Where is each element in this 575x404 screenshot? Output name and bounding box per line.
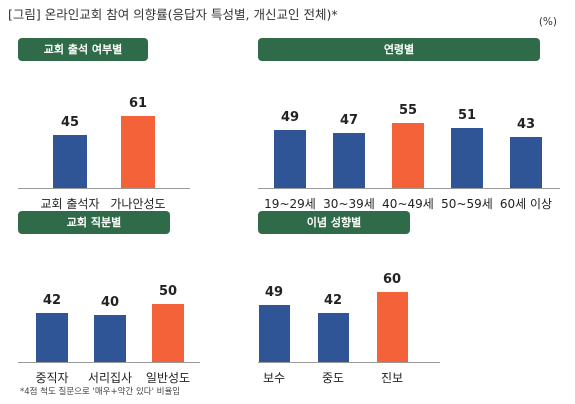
data-label: 61 [128,96,148,112]
category-label: 60세 이상 [499,197,553,211]
category-label: 보수 [262,371,286,385]
chart-panel-church-role: 교회 직분별 42 중직자 40 서리집사 50 일반성도 [18,211,200,385]
plot-area-attendance: 45 교회 출석자 61 가나안성도 [18,70,190,211]
category-label: 교회 출석자 [40,197,100,211]
panel-title-age: 연령별 [258,38,540,61]
data-label: 47 [339,112,359,128]
chart-panel-attendance: 교회 출석 여부별 45 교회 출석자 61 가나안성도 [18,38,190,211]
bar [510,137,542,188]
data-label: 50 [158,283,178,299]
bar [36,312,68,362]
x-axis-line [258,362,440,363]
category-label: 가나안성도 [110,197,166,211]
bar [121,116,155,188]
bar [392,123,424,188]
data-label: 51 [457,107,477,123]
data-label: 42 [42,292,62,308]
category-label: 30~39세 [323,197,375,211]
bar [152,303,184,362]
bar [333,132,365,188]
data-label: 60 [382,271,402,287]
category-label: 서리집사 [87,371,133,385]
bar [317,312,349,362]
panel-title-attendance: 교회 출석 여부별 [18,38,148,61]
category-label: 중도 [321,371,345,385]
category-label: 중직자 [35,371,69,385]
plot-area-ideology: 49 보수 42 중도 60 진보 [258,245,440,385]
category-label: 50~59세 [441,197,493,211]
panel-title-church-role: 교회 직분별 [18,211,170,234]
footnote: *4점 척도 질문으로 '매우+약간 있다' 비율임 [20,387,181,397]
data-label: 49 [280,110,300,126]
panel-title-ideology: 이념 성향별 [258,211,410,234]
unit-label: (%) [538,16,557,28]
plot-area-age: 49 19~29세 47 30~39세 55 40~49세 51 50~59세 43 60세 이상 [258,70,560,211]
chart-panel-age: 연령별 49 19~29세 47 30~39세 55 40~49세 51 50~59세 43 60… [258,38,560,211]
bar [94,315,126,362]
x-axis-line [18,362,200,363]
bar [451,127,483,188]
data-label: 55 [398,103,418,119]
category-label: 40~49세 [382,197,434,211]
bar [376,291,408,362]
data-label: 45 [60,114,80,130]
category-label: 진보 [380,371,404,385]
plot-area-church-role: 42 중직자 40 서리집사 50 일반성도 [18,245,200,385]
data-label: 42 [323,292,343,308]
bar [53,134,87,188]
figure-title: [그림] 온라인교회 참여 의향률(응답자 특성별, 개신교인 전체)* [8,7,338,22]
data-label: 49 [264,284,284,300]
data-label: 43 [516,117,536,133]
bar [274,130,306,188]
x-axis-line [258,188,560,189]
category-label: 일반성도 [145,371,191,385]
chart-panel-ideology: 이념 성향별 49 보수 42 중도 60 진보 [258,211,440,385]
bar [258,304,290,362]
category-label: 19~29세 [264,197,316,211]
x-axis-line [18,188,190,189]
data-label: 40 [100,295,120,311]
